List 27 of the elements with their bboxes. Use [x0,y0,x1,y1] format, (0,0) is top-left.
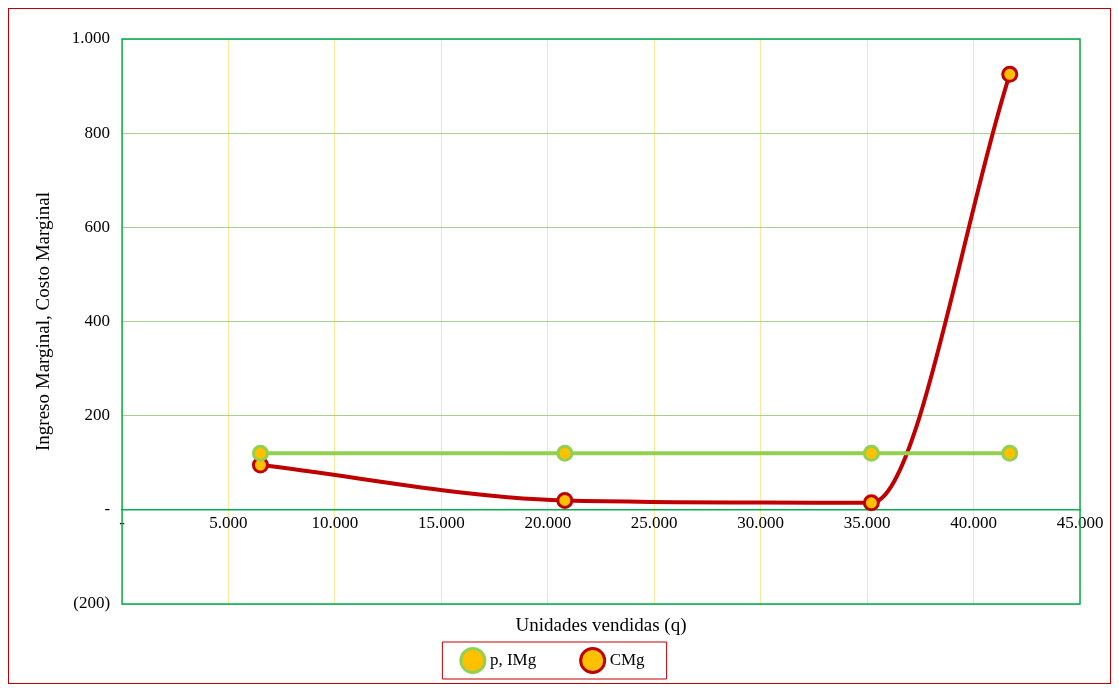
y-tick-label: 600 [84,216,111,236]
y-axis-title: Ingreso Marginal, Costo Marginal [32,192,54,451]
x-tick-label: - [119,512,126,532]
y-tick-label: 1.000 [71,28,111,48]
point [862,444,880,462]
x-tick-label: 30.000 [737,512,785,532]
point [862,494,880,512]
x-tick-label: 5.000 [209,512,248,532]
x-tick-label: 40.000 [950,512,997,532]
y-tick-label: - [104,499,111,519]
point [1001,444,1019,462]
y-tick-label: 200 [84,405,111,425]
point [556,444,574,462]
x-tick-label: 15.000 [417,512,465,532]
x-tick-label: 25.000 [630,512,678,532]
x-tick-label: 35.000 [843,512,891,532]
point [251,444,269,462]
y-tick-label: 800 [84,122,111,142]
legend-label: p, IMg [489,649,537,669]
x-axis-title: Unidades vendidas (q) [515,613,687,636]
point [1001,65,1019,83]
x-tick-label: 20.000 [524,512,572,532]
y-tick-label: (200) [73,593,111,613]
y-tick-label: 400 [84,310,111,330]
legend-label: CMg [609,649,646,669]
point [556,491,574,509]
x-tick-label: 10.000 [311,512,359,532]
